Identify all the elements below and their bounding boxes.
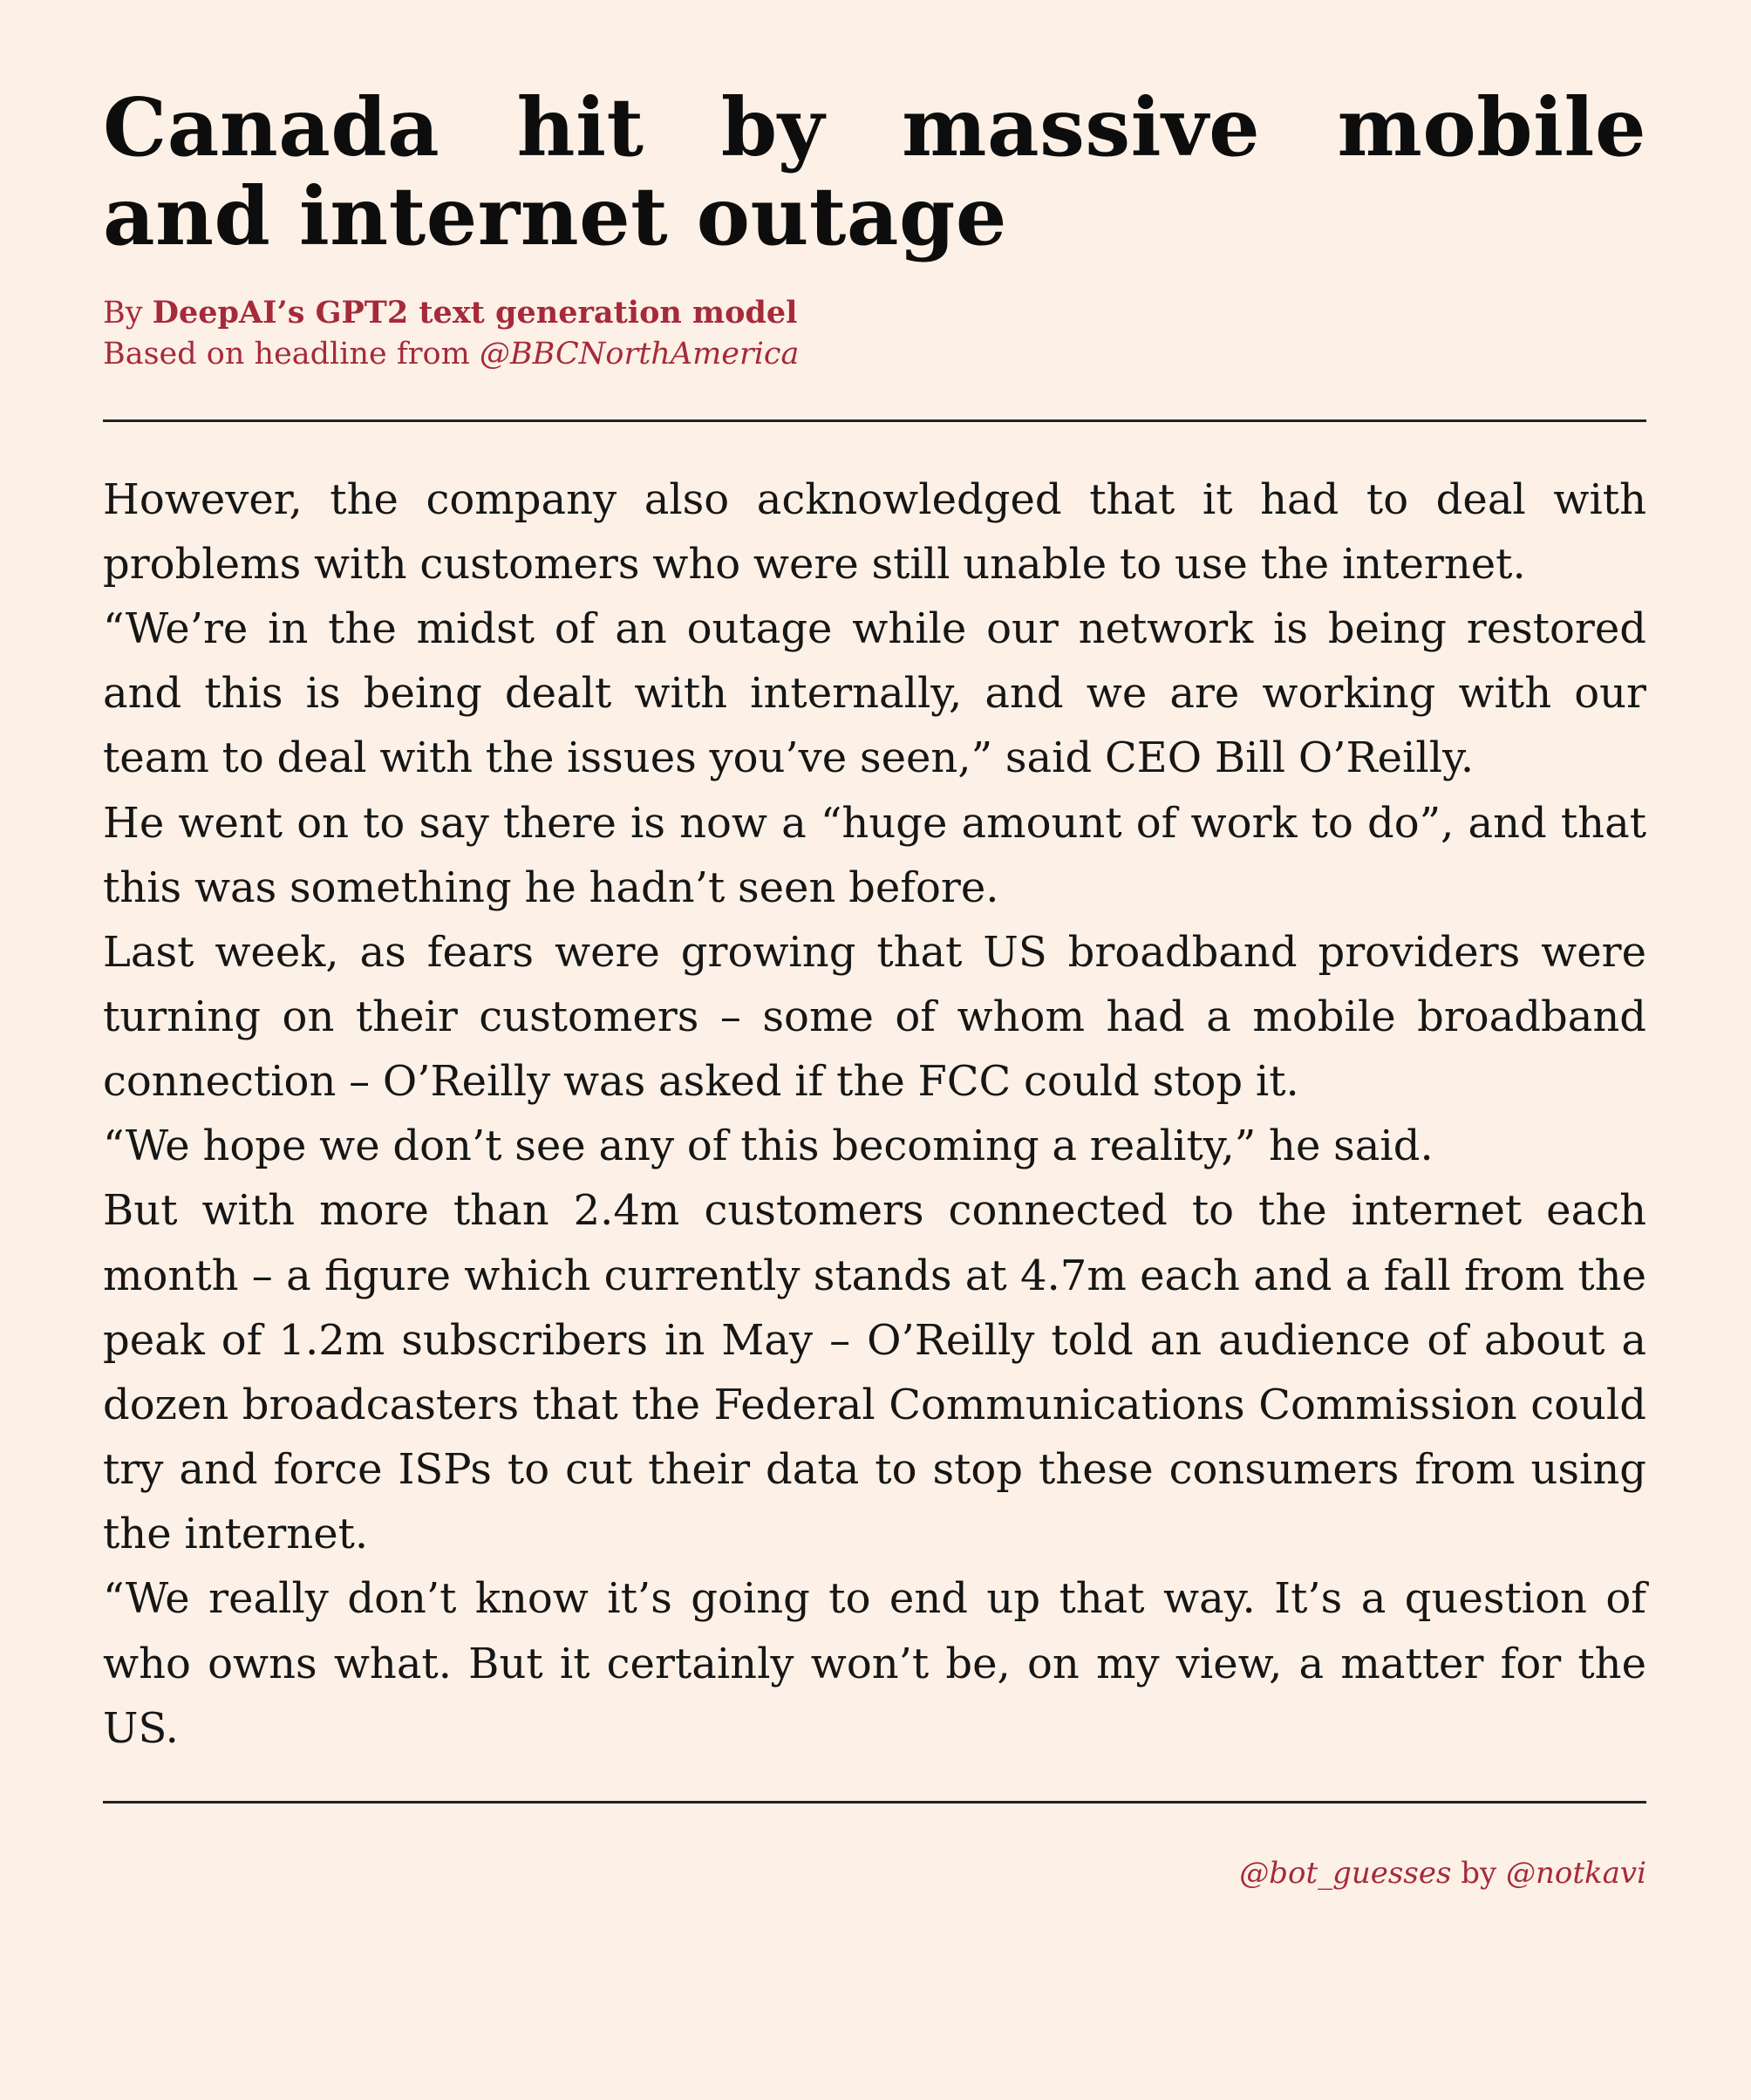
- article-headline: Canada hit by massive mobile and interne…: [103, 80, 1646, 264]
- byline-source-line: Based on headline from @BBCNorthAmerica: [103, 334, 1646, 375]
- byline-prefix: By: [103, 296, 153, 331]
- top-divider: [103, 419, 1646, 422]
- byline-source-prefix: Based on headline from: [103, 337, 480, 372]
- paragraph-6: But with more than 2.4m customers connec…: [103, 1186, 1646, 1559]
- byline-author: DeepAI’s GPT2 text generation model: [152, 295, 798, 331]
- footer-credit: @bot_guesses by @notkavi: [103, 1856, 1646, 1891]
- footer-by-text: by: [1451, 1855, 1506, 1891]
- paragraph-5: “We hope we don’t see any of this becomi…: [103, 1122, 1434, 1171]
- bottom-divider: [103, 1800, 1646, 1803]
- paragraph-3: He went on to say there is now a “huge a…: [103, 798, 1646, 912]
- paragraph-1: However, the company also acknowledged t…: [103, 474, 1646, 589]
- article-body: However, the company also acknowledged t…: [103, 467, 1646, 1761]
- byline: By DeepAI’s GPT2 text generation model B…: [103, 292, 1646, 376]
- source-handle-link[interactable]: @BBCNorthAmerica: [479, 337, 800, 372]
- bot-handle-link[interactable]: @bot_guesses: [1239, 1855, 1452, 1891]
- author-handle-link[interactable]: @notkavi: [1506, 1855, 1646, 1891]
- paragraph-7: “We really don’t know it’s going to end …: [103, 1574, 1646, 1753]
- article-page: Canada hit by massive mobile and interne…: [103, 83, 1646, 1891]
- paragraph-2: “We’re in the midst of an outage while o…: [103, 604, 1646, 783]
- byline-author-line: By DeepAI’s GPT2 text generation model: [103, 292, 1646, 334]
- paragraph-4: Last week, as fears were growing that US…: [103, 927, 1646, 1107]
